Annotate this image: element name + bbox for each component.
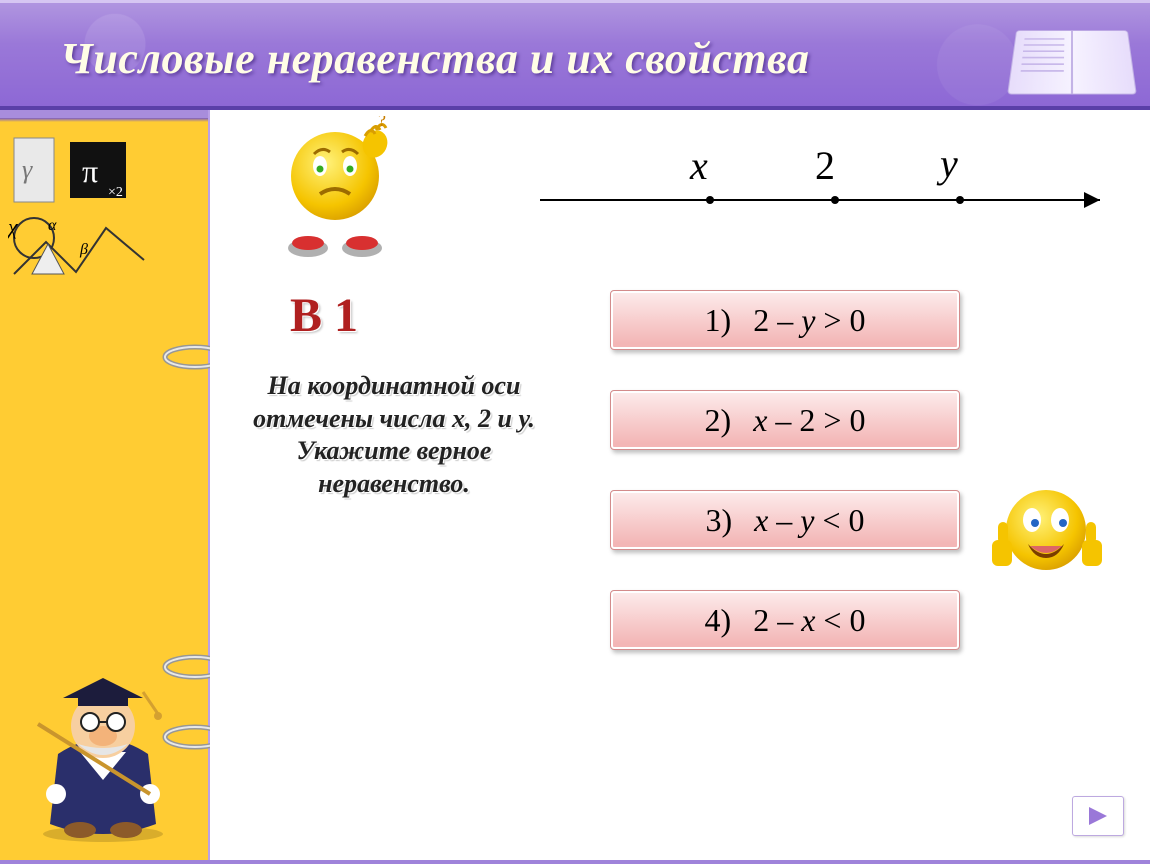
- answer-number: 1): [705, 302, 732, 339]
- thumbs-up-emoji-icon: [990, 470, 1110, 590]
- answers-list: 1) 2 – y > 0 2) x – 2 > 0 3) x – y < 0 4…: [610, 290, 1010, 690]
- svg-text:β: β: [79, 241, 88, 258]
- variant-label: В 1: [290, 288, 358, 343]
- answer-option-4[interactable]: 4) 2 – x < 0: [610, 590, 960, 650]
- answer-option-1[interactable]: 1) 2 – y > 0: [610, 290, 960, 350]
- thinking-emoji-icon: ?: [270, 116, 400, 266]
- svg-text:γ: γ: [22, 155, 33, 184]
- answer-number: 4): [705, 602, 732, 639]
- footer-divider: [0, 860, 1150, 864]
- page-title: Числовые неравенства и их свойства: [60, 33, 810, 84]
- svg-text:α: α: [48, 217, 57, 234]
- task-text: На координатной оси отмечены числа х, 2 …: [224, 370, 564, 500]
- svg-text:π: π: [82, 153, 98, 189]
- answer-expression: 2 – y > 0: [753, 302, 865, 339]
- svg-text:?: ?: [378, 116, 386, 130]
- book-icon: [1007, 30, 1137, 94]
- answer-number: 2): [705, 402, 732, 439]
- answer-number: 3): [705, 502, 732, 539]
- answer-option-2[interactable]: 2) x – 2 > 0: [610, 390, 960, 450]
- professor-icon: [18, 634, 188, 844]
- number-line: [540, 160, 1120, 230]
- slide: Числовые неравенства и их свойства π ×2 …: [0, 0, 1150, 864]
- header-band: Числовые неравенства и их свойства: [0, 0, 1150, 110]
- answer-option-3[interactable]: 3) x – y < 0: [610, 490, 960, 550]
- next-button[interactable]: [1072, 796, 1124, 836]
- answer-expression: 2 – x < 0: [753, 602, 865, 639]
- svg-text:×2: ×2: [108, 185, 123, 200]
- sidebar: π ×2 γ χ α β: [0, 110, 210, 864]
- math-decoration-icon: π ×2 γ χ α β: [8, 124, 178, 294]
- answer-expression: x – 2 > 0: [753, 402, 865, 439]
- svg-text:χ: χ: [8, 214, 19, 239]
- main-area: ? x 2 y В 1 На координатной оси отмечены…: [210, 110, 1150, 864]
- answer-expression: x – y < 0: [754, 502, 864, 539]
